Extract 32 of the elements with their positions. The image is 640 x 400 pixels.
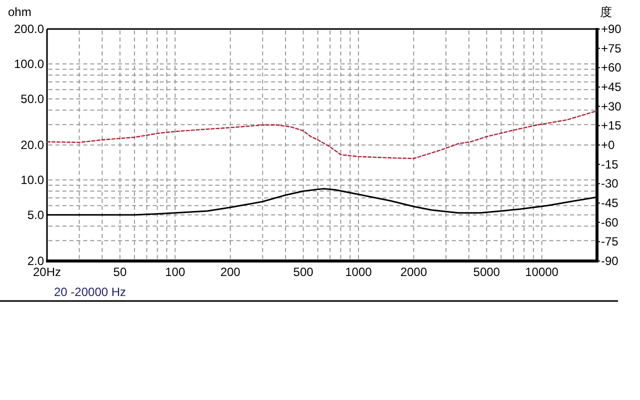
y2-tick-label: +45 [601, 80, 622, 94]
y2-tick-label: -15 [601, 157, 619, 172]
y-tick-label: 5.0 [27, 208, 44, 222]
y-tick-label: 2.0 [27, 254, 44, 268]
x-tick-label: 100 [165, 265, 186, 279]
text: 20 -20000 Hz [54, 285, 126, 299]
y-tick-label: 20.0 [20, 138, 44, 152]
y2-tick-label: +75 [601, 41, 622, 56]
y-tick-label: 200.0 [14, 22, 44, 36]
y2-tick-label: +30 [601, 99, 622, 114]
y2-tick-label: -45 [601, 196, 619, 210]
x-tick-label: 50 [113, 265, 127, 279]
y-tick-label: 100.0 [14, 56, 44, 71]
y2-tick-label: -60 [601, 215, 619, 230]
y-tick-label: 10.0 [20, 172, 44, 187]
y2-tick-label: -90 [601, 254, 619, 268]
y2-tick-label: +0 [601, 138, 616, 152]
y2-tick-label: -75 [601, 234, 619, 249]
y2-axis-title: 度 [600, 5, 612, 19]
x-tick-label: 500 [293, 265, 314, 279]
x-tick-label: 1000 [345, 265, 372, 279]
x-tick-label: 20Hz [32, 265, 62, 279]
x-tick-label: 5000 [473, 265, 500, 279]
y2-tick-label: +90 [601, 22, 622, 36]
x-tick-label: 200 [220, 265, 241, 279]
x-tick-label: 10000 [525, 265, 559, 279]
y2-tick-label: +15 [601, 118, 622, 133]
x-tick-label: 2000 [400, 265, 428, 279]
y2-tick-label: -30 [601, 176, 619, 191]
y-tick-label: 50.0 [20, 92, 44, 106]
y-axis-title: ohm [8, 5, 32, 19]
y2-tick-label: +60 [601, 60, 622, 75]
